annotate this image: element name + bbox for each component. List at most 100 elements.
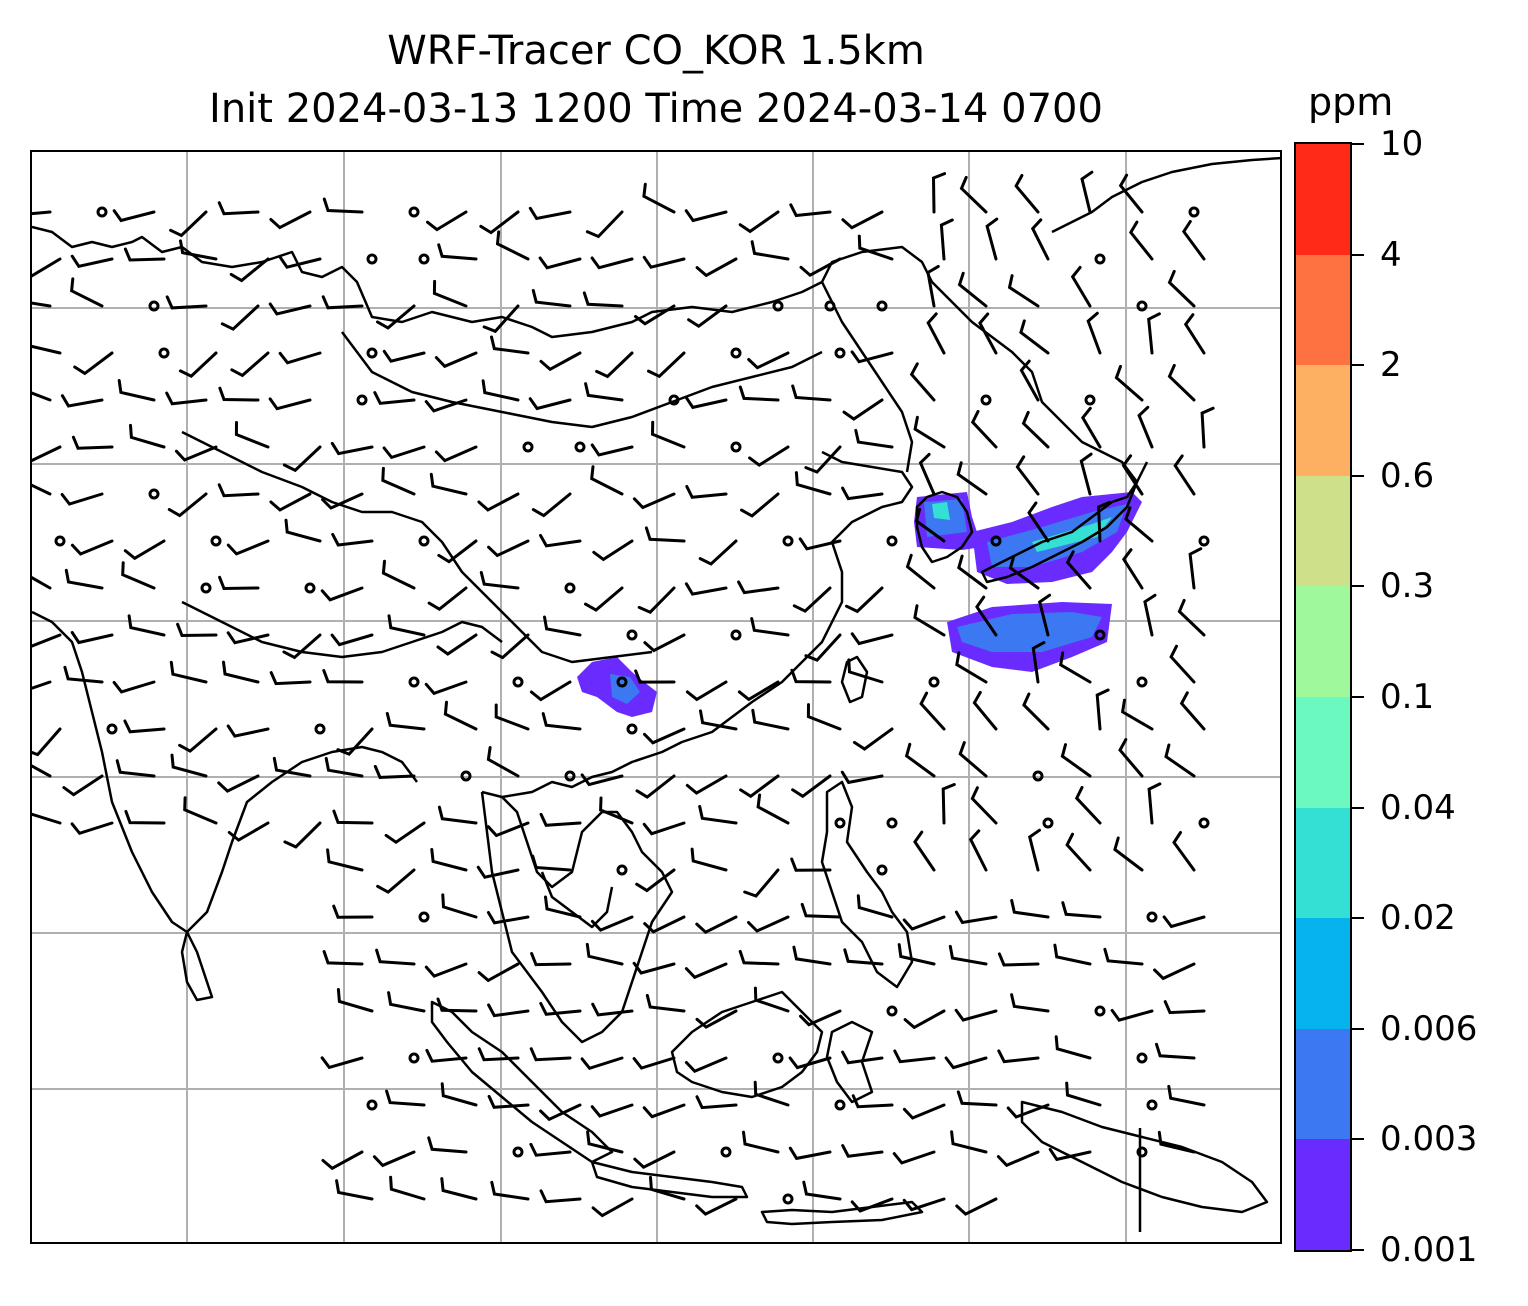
wind-barb	[1014, 174, 1040, 214]
wind-barb	[32, 445, 62, 463]
map-canvas	[32, 152, 1280, 1242]
wind-barb	[539, 1002, 582, 1016]
wind-barb	[123, 539, 166, 561]
wind-barb	[169, 660, 208, 684]
wind-barb	[632, 1056, 676, 1070]
colorbar-segment	[1296, 697, 1350, 808]
wind-barb	[926, 312, 946, 355]
wind-barb	[32, 391, 52, 402]
wind-barb	[529, 1142, 572, 1157]
calm-wind-marker	[772, 1052, 784, 1064]
wind-barb	[544, 895, 582, 919]
wind-barb	[165, 391, 208, 406]
wind-barb	[385, 1089, 426, 1107]
wind-barb	[112, 680, 156, 694]
coastline-north-border	[32, 225, 1149, 484]
calm-wind-marker	[418, 253, 430, 265]
calm-wind-marker	[616, 676, 628, 688]
wind-barb	[649, 1175, 686, 1201]
wind-barb	[684, 395, 728, 410]
wind-barb	[32, 301, 52, 308]
wind-barb	[1167, 1084, 1206, 1107]
wind-barb	[642, 182, 676, 214]
wind-barb	[847, 658, 884, 684]
wind-barb	[441, 893, 478, 919]
wind-barb	[529, 1047, 572, 1062]
wind-barb	[1200, 406, 1215, 449]
wind-barb	[494, 703, 530, 731]
wind-barb	[529, 680, 572, 702]
wind-barb	[840, 770, 884, 785]
wind-barb	[897, 943, 936, 966]
wind-barb	[387, 614, 426, 637]
wind-barb	[127, 614, 166, 637]
colorbar-tick-label: 0.1	[1380, 677, 1435, 717]
wind-barb	[269, 671, 312, 686]
wind-barb	[747, 915, 790, 933]
colorbar-tick-label: 2	[1380, 345, 1402, 386]
wind-barb	[919, 691, 946, 731]
colorbar-segment	[1296, 475, 1350, 587]
wind-barb	[434, 445, 478, 463]
wind-barb	[642, 821, 686, 836]
wind-barb	[1010, 899, 1050, 919]
wind-barb	[63, 665, 104, 684]
wind-barb	[437, 243, 478, 261]
wind-barb	[698, 539, 738, 566]
wind-barb	[283, 821, 322, 849]
wind-barb	[957, 554, 988, 590]
wind-barb	[1121, 454, 1144, 496]
colorbar-tick	[1352, 364, 1364, 367]
wind-barb	[539, 1103, 582, 1122]
wind-barb	[70, 821, 114, 836]
wind-barb	[528, 206, 572, 221]
wind-barb	[738, 210, 780, 234]
wind-barb	[957, 271, 988, 308]
calm-wind-marker	[512, 676, 524, 688]
wind-barb	[699, 709, 738, 731]
wind-barb	[1157, 1130, 1196, 1154]
map-title-line1: WRF-Tracer CO_KOR 1.5km	[387, 28, 925, 74]
wind-barb	[167, 492, 208, 518]
wind-barb	[490, 633, 530, 660]
wind-barb	[902, 915, 946, 931]
wind-barb	[477, 492, 520, 512]
wind-barb	[845, 586, 884, 614]
wind-barb	[591, 1002, 634, 1017]
wind-barb	[375, 948, 416, 966]
wind-barb	[738, 385, 780, 402]
wind-barb	[487, 1003, 530, 1018]
calm-wind-marker	[574, 441, 586, 453]
wind-barb	[1162, 915, 1206, 929]
wind-barb	[539, 533, 582, 548]
wind-barb	[595, 351, 634, 379]
wind-barb	[1179, 691, 1206, 731]
wind-barb	[282, 633, 322, 660]
coastline-taiwan	[840, 655, 869, 704]
coastline-sulawesi	[825, 1020, 874, 1104]
wind-barb	[32, 727, 62, 757]
wind-barb	[321, 1150, 364, 1171]
wind-barb	[1147, 312, 1161, 355]
wind-barb	[804, 633, 842, 662]
wind-barb	[32, 483, 52, 496]
wind-barb	[585, 210, 624, 239]
wind-barb	[1173, 454, 1196, 496]
wind-barb	[850, 1197, 894, 1213]
wind-barb	[740, 492, 780, 518]
plume-korea-core	[932, 502, 950, 520]
calm-wind-marker	[408, 676, 420, 688]
colorbar-segment	[1296, 365, 1350, 476]
wind-barb	[217, 201, 260, 216]
colorbar-tick	[1352, 474, 1364, 477]
wind-barb	[479, 571, 520, 590]
wind-barb	[1120, 698, 1154, 731]
wind-barb	[1080, 406, 1102, 449]
wind-barb	[590, 443, 634, 457]
wind-barb	[373, 391, 416, 405]
wind-barb	[850, 350, 894, 364]
wind-barb	[643, 915, 686, 934]
wind-barb	[1188, 547, 1203, 590]
wind-barb	[531, 854, 572, 872]
wind-barb	[183, 796, 218, 825]
